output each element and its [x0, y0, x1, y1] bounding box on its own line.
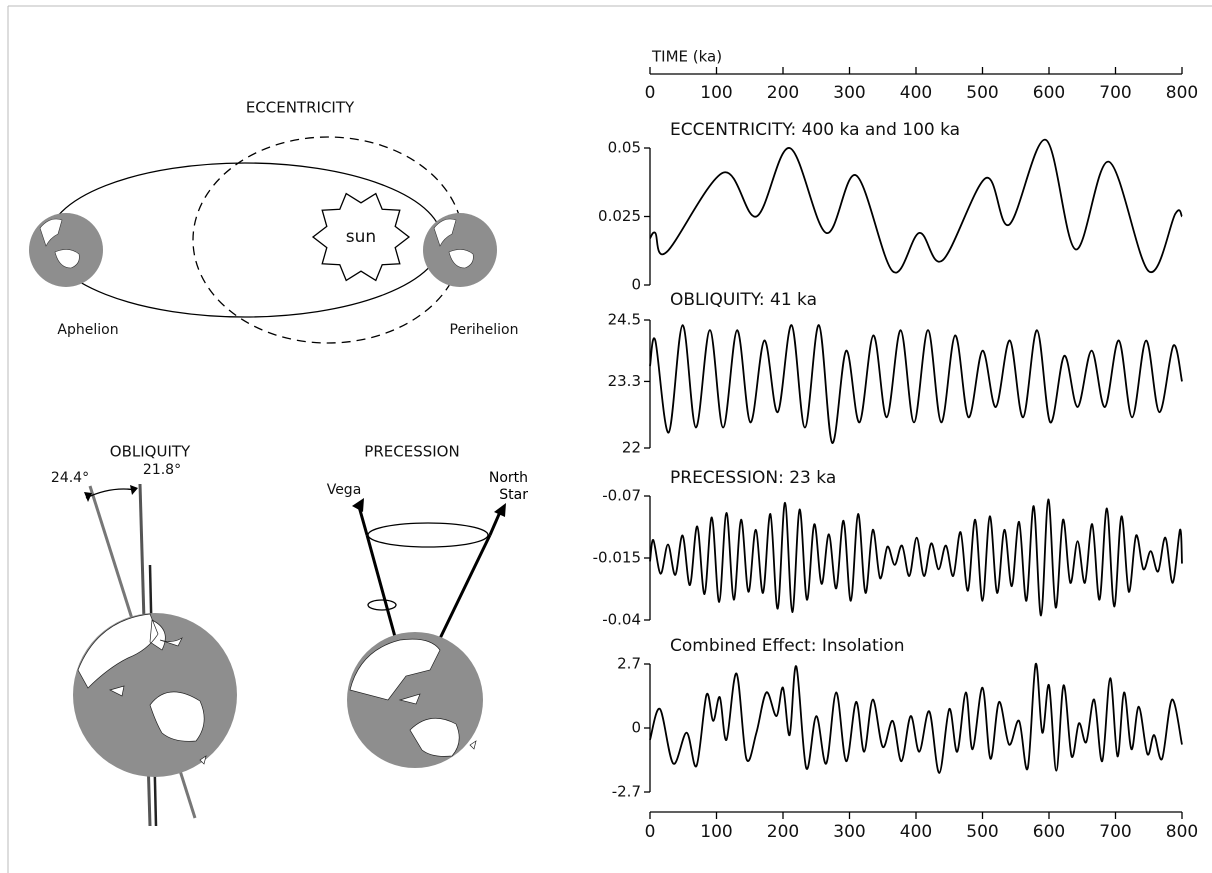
- chart-title: PRECESSION: 23 ka: [670, 468, 836, 488]
- y-tick-label: 22: [622, 439, 641, 457]
- axis-north-star: [488, 511, 502, 536]
- vega-label: Vega: [327, 482, 362, 498]
- charts: 0 100 200 300 400 500 600 700 800 0 100 200 300 400 50…: [593, 67, 1198, 842]
- angle-label: 21.8°: [143, 462, 181, 478]
- x-tick-label: 600: [1033, 822, 1065, 842]
- eccentricity-diagram: ECCENTRICITY sun Aphelion Perihelion: [29, 99, 518, 344]
- series-line: [649, 498, 1183, 617]
- continent: [77, 613, 207, 765]
- series-line: [649, 138, 1183, 274]
- x-tick-label: 0: [645, 822, 656, 842]
- x-tick-label: 600: [1033, 83, 1065, 103]
- y-tick-label: 0.05: [608, 139, 641, 157]
- x-tick-label: 300: [833, 822, 865, 842]
- diagram-title: ECCENTRICITY: [246, 99, 355, 117]
- x-tick-label: 800: [1166, 822, 1198, 842]
- chart-title: Combined Effect: Insolation: [670, 636, 905, 656]
- y-tick-label: -0.015: [593, 549, 641, 567]
- series-line: [649, 324, 1183, 444]
- angle-label: 24.4°: [51, 470, 89, 486]
- y-tick-label: 0.025: [598, 207, 641, 225]
- diagram-title: PRECESSION: [364, 443, 459, 461]
- precession-diagram: PRECESSION Vega North Star: [327, 443, 528, 768]
- aphelion-label: Aphelion: [57, 322, 118, 338]
- continent: [433, 218, 474, 269]
- x-tick-label: 400: [900, 83, 932, 103]
- x-tick-label: 500: [966, 822, 998, 842]
- x-tick-label: 400: [900, 822, 932, 842]
- y-tick-label: 24.5: [608, 311, 641, 329]
- x-tick-label: 100: [700, 83, 732, 103]
- north-star-label: North Star: [488, 470, 528, 503]
- y-tick-label: 0: [631, 276, 641, 294]
- x-tick-label: 100: [700, 822, 732, 842]
- y-tick-label: -2.7: [612, 783, 641, 801]
- x-tick-label: 800: [1166, 83, 1198, 103]
- continent: [39, 218, 80, 269]
- axis-vega: [365, 534, 402, 656]
- y-tick-label: -0.07: [602, 487, 641, 505]
- perihelion-label: Perihelion: [450, 322, 519, 338]
- x-tick-label: 200: [767, 822, 799, 842]
- x-tick-label: 200: [767, 83, 799, 103]
- continent: [349, 638, 477, 757]
- north-star-box: North Star: [488, 470, 528, 503]
- sun-label: sun: [346, 227, 376, 247]
- y-tick-label: 2.7: [617, 655, 641, 673]
- x-tick-label: 300: [833, 83, 865, 103]
- spin-arrow: [367, 599, 397, 611]
- chart-title: OBLIQUITY: 41 ka: [670, 290, 817, 310]
- chart-title: ECCENTRICITY: 400 ka and 100 ka: [670, 120, 960, 140]
- obliquity-diagram: OBLIQUITY 24.4° 21.8°: [51, 443, 237, 827]
- x-tick-label: 700: [1099, 83, 1131, 103]
- time-axis-label: TIME (ka): [651, 48, 722, 66]
- x-tick-label: 500: [966, 83, 998, 103]
- axis-north-star: [430, 534, 492, 656]
- sun: [311, 192, 411, 282]
- y-tick-label: 23.3: [608, 372, 641, 390]
- x-tick-label: 700: [1099, 822, 1131, 842]
- diagram-title: OBLIQUITY: [110, 443, 191, 461]
- x-tick-label: 0: [645, 83, 656, 103]
- arrow-head: [84, 485, 138, 502]
- y-tick-label: -0.04: [602, 611, 641, 629]
- series-line: [649, 663, 1183, 774]
- y-tick-label: 0: [631, 719, 641, 737]
